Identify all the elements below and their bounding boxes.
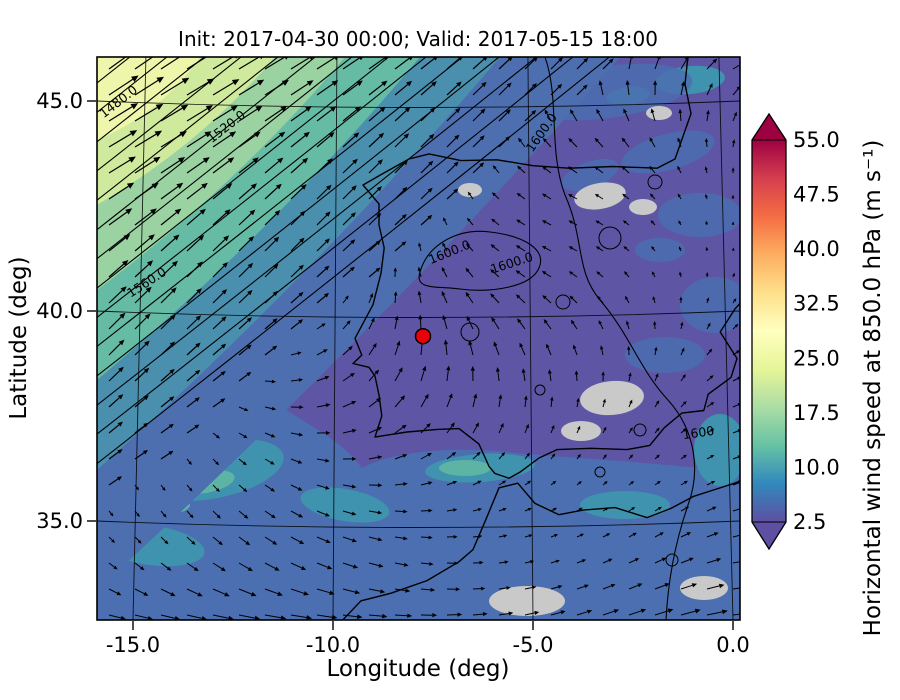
- missing-data-patch: [646, 106, 672, 120]
- colorbar-over-arrow: [752, 114, 786, 140]
- colorbar-tick-label: 25.0: [793, 346, 840, 370]
- colorbar-under-arrow: [752, 522, 786, 549]
- colorbar-label: Horizontal wind speed at 850.0 hPa (m s⁻…: [860, 140, 886, 637]
- colorbar-tick-label: 47.5: [793, 183, 840, 207]
- x-tick-label: -10.0: [306, 633, 360, 657]
- missing-data-patch: [629, 199, 657, 215]
- y-axis-label: Latitude (deg): [6, 256, 32, 419]
- wind-speed-fill-layer: [97, 57, 740, 620]
- x-axis-label: Longitude (deg): [326, 656, 509, 682]
- missing-data-patch: [580, 380, 644, 416]
- x-axis-ticks: -15.0 -10.0 -5.0 0.0: [106, 621, 750, 657]
- y-tick-label: 40.0: [36, 299, 83, 323]
- missing-data-patch: [561, 421, 601, 441]
- colorbar-tick-label: 17.5: [793, 401, 840, 425]
- colorbar-tick-label: 10.0: [793, 455, 840, 479]
- y-axis-ticks: 45.0 40.0 35.0: [36, 89, 96, 533]
- colorbar-tick-label: 32.5: [793, 292, 840, 316]
- colorbar-tick-label: 2.5: [793, 510, 826, 534]
- contour-label: 1600: [682, 423, 716, 442]
- plot-title: Init: 2017-04-30 00:00; Valid: 2017-05-1…: [178, 27, 658, 51]
- x-tick-label: 0.0: [716, 633, 749, 657]
- x-tick-label: -5.0: [513, 633, 554, 657]
- missing-data-patch: [574, 182, 626, 210]
- missing-data-patch: [458, 183, 482, 197]
- wind-quiver-layer: [108, 57, 740, 620]
- y-tick-label: 35.0: [36, 509, 83, 533]
- missing-data-patch: [489, 586, 565, 616]
- missing-data-patch: [680, 576, 728, 600]
- colorbar: 55.0 47.5 40.0 32.5 25.0 17.5 10.0 2.5: [751, 112, 840, 551]
- y-tick-label: 45.0: [36, 89, 83, 113]
- plot-frame: [96, 56, 741, 621]
- location-marker-layer: [414, 327, 432, 345]
- colorbar-tick-label: 40.0: [793, 237, 840, 261]
- colorbar-tick-label: 55.0: [793, 128, 840, 152]
- coastline-layer: [341, 57, 740, 620]
- location-marker-dot: [414, 327, 432, 345]
- colorbar-gradient: [752, 140, 786, 522]
- x-tick-label: -15.0: [106, 633, 160, 657]
- missing-data-layer: [458, 106, 728, 616]
- graticule-layer: [97, 57, 740, 620]
